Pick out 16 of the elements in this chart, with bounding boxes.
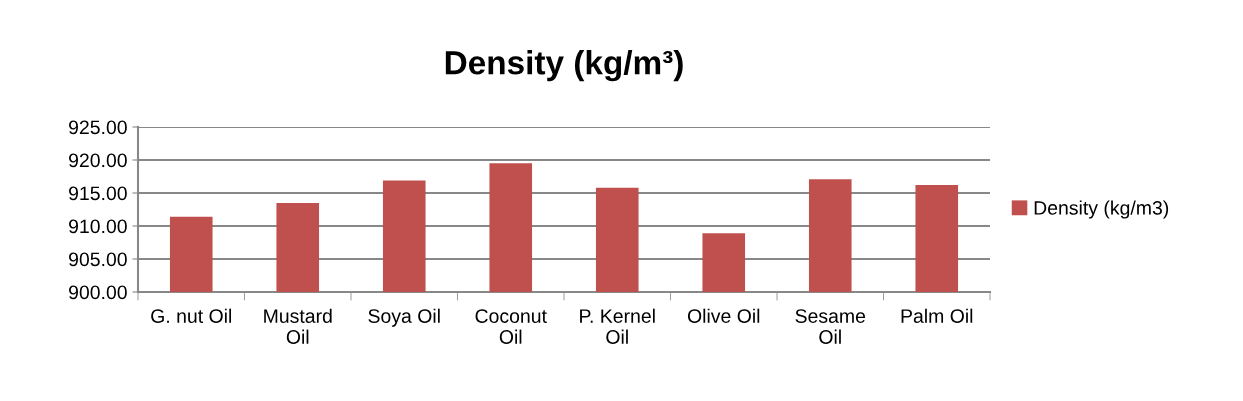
x-tick-label: G. nut Oil xyxy=(151,308,232,323)
y-tick-label: 920.00 xyxy=(69,153,127,168)
y-tick-label: 910.00 xyxy=(69,219,127,234)
y-tick-label: 905.00 xyxy=(69,252,127,267)
x-tick-label: Olive Oil xyxy=(687,308,760,323)
y-tick-label: 900.00 xyxy=(69,285,127,300)
x-tick-label: Palm Oil xyxy=(901,308,973,323)
legend-label: Density (kg/m3) xyxy=(1034,200,1169,219)
chart-title: Density (kg/m³) xyxy=(445,50,683,82)
y-tick-label: 915.00 xyxy=(69,186,127,201)
x-tick-label: Coconut Oil xyxy=(475,309,547,344)
x-tick-label: Soya Oil xyxy=(368,308,440,327)
x-tick-label: P. Kernel Oil xyxy=(580,308,655,344)
y-tick-label: 925.00 xyxy=(69,120,127,135)
x-tick-label: Sesame Oil xyxy=(795,309,866,344)
x-tick-label: Mustard Oil xyxy=(264,308,332,344)
